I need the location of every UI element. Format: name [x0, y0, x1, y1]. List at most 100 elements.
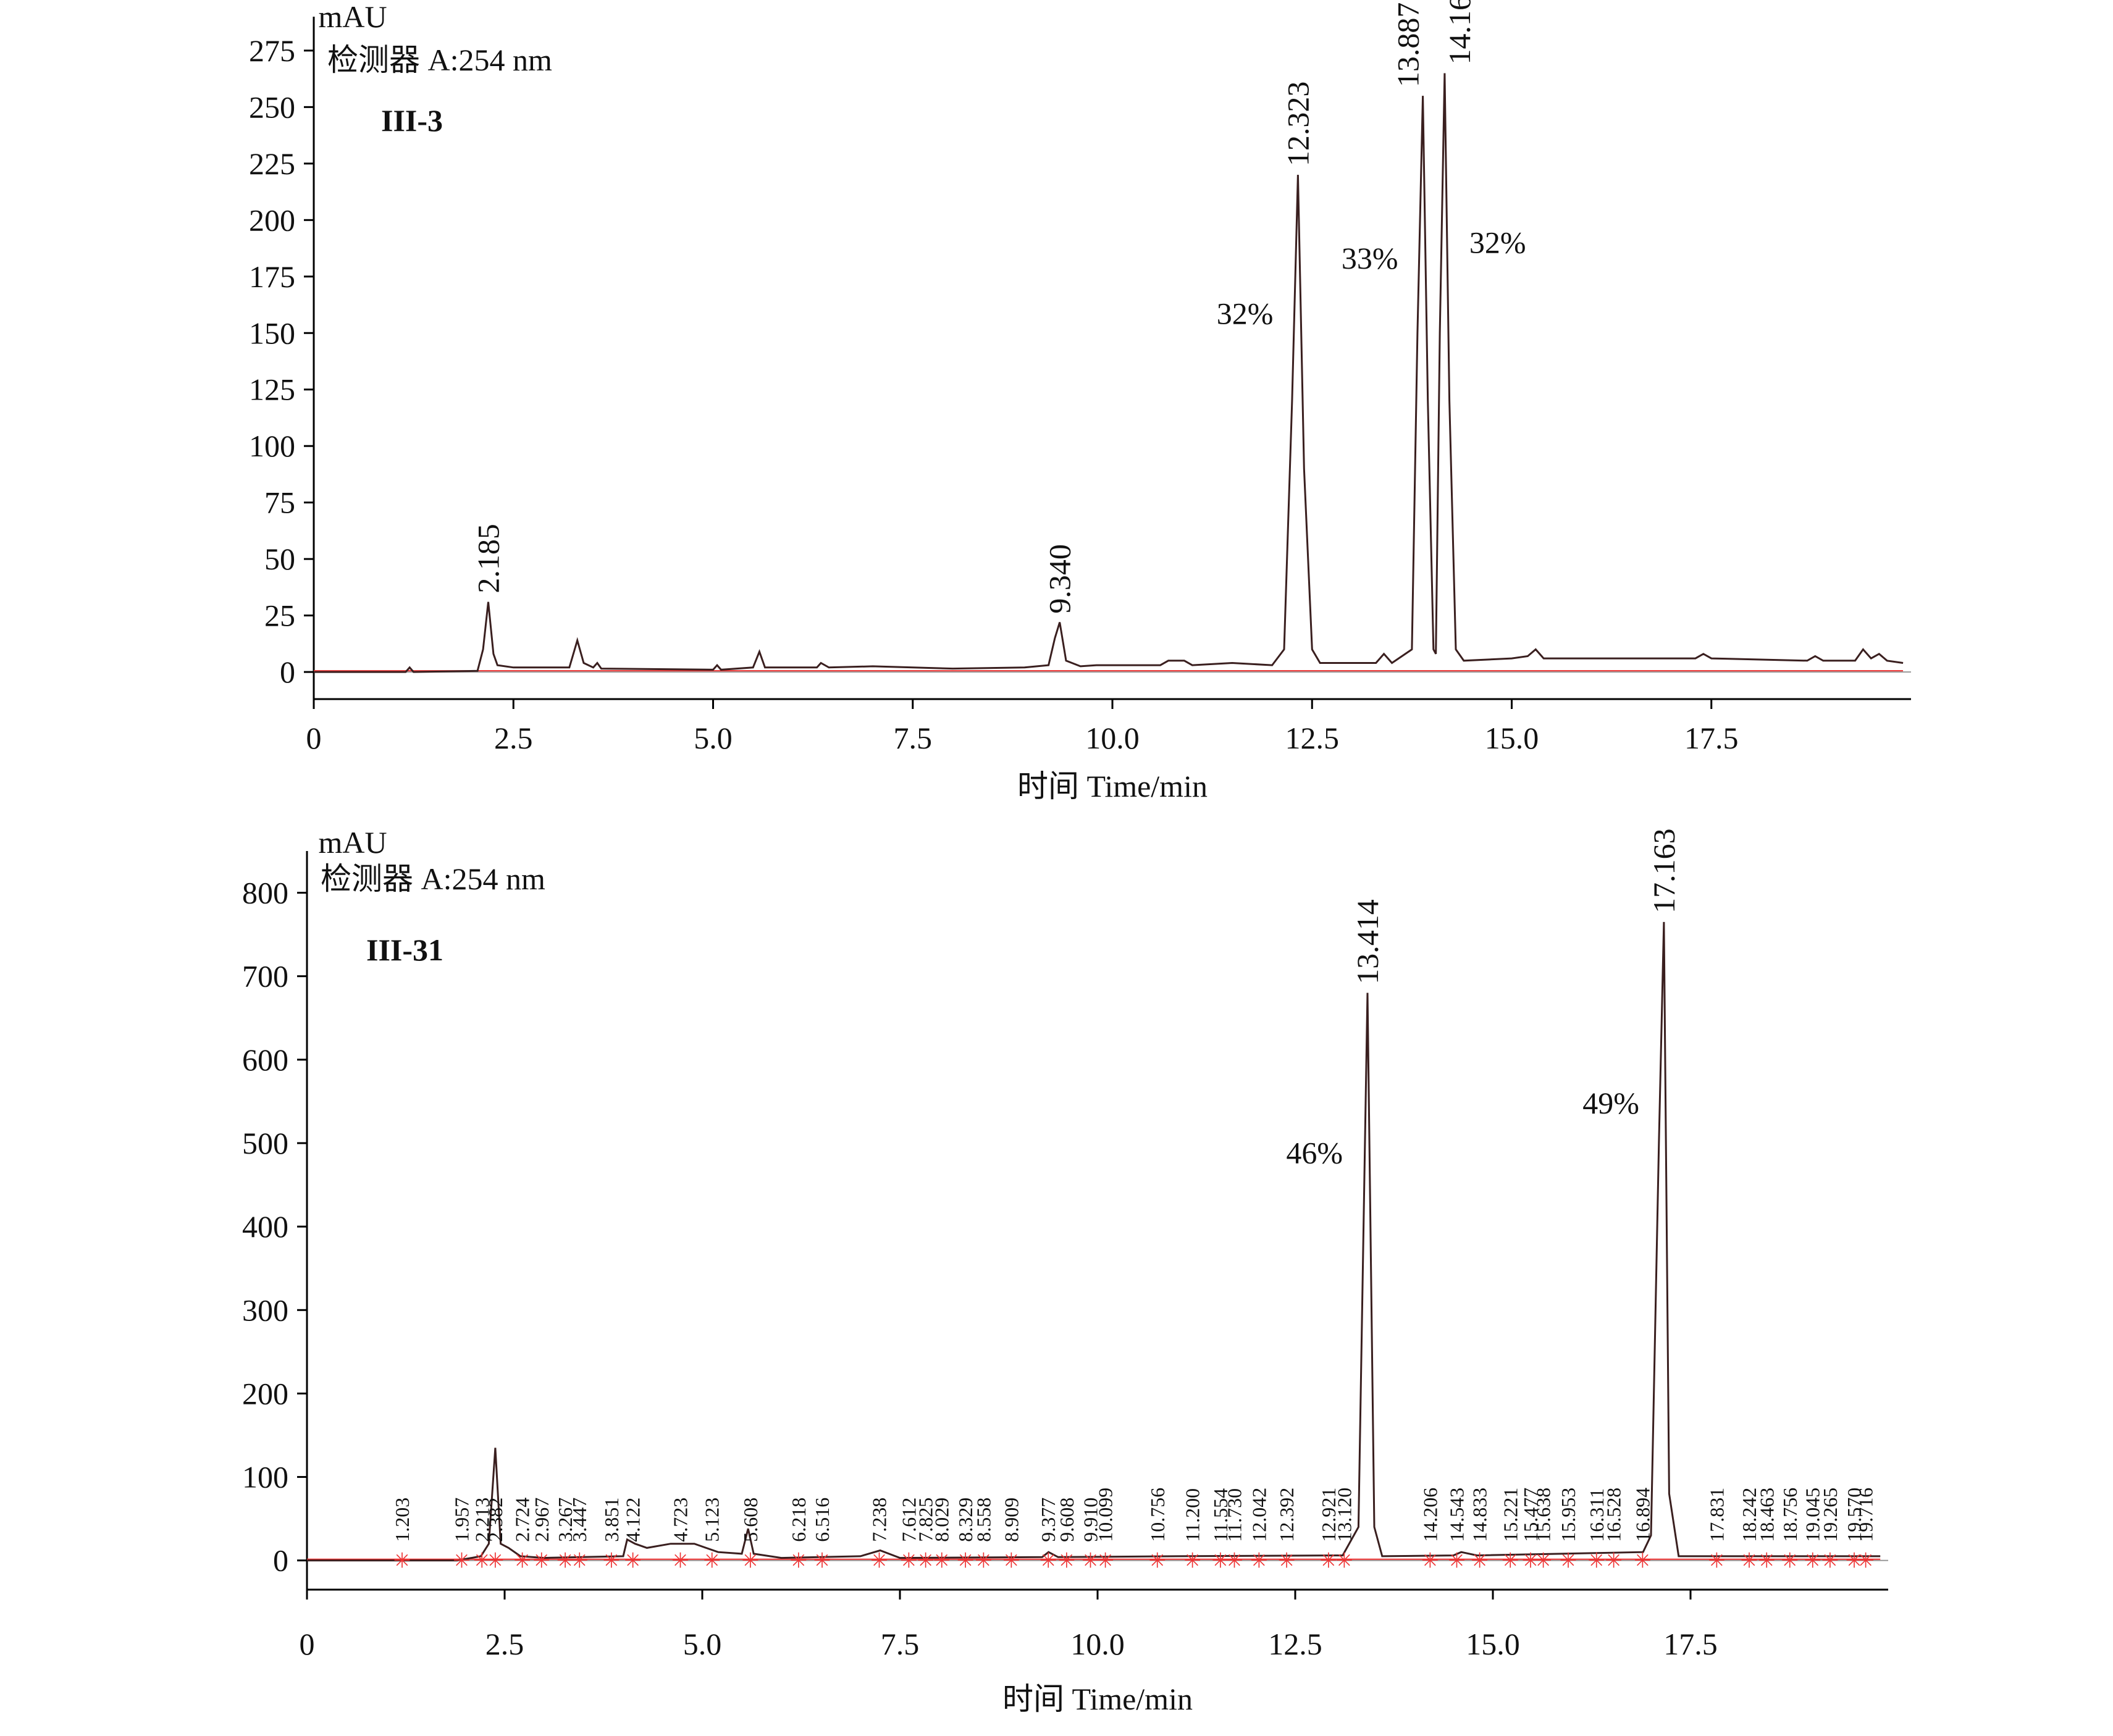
x-tick-label: 5.0	[683, 1627, 722, 1661]
x-tick-label: 7.5	[894, 721, 933, 755]
minor-peak-label: 3.851	[600, 1498, 623, 1542]
y-tick-label: 200	[249, 203, 295, 237]
baseline-marker: ✳	[1212, 1550, 1230, 1573]
baseline-marker: ✳	[1821, 1550, 1839, 1573]
y-tick-label: 275	[249, 33, 295, 68]
baseline-marker: ✳	[917, 1550, 935, 1573]
minor-peak-label: 3.447	[568, 1498, 590, 1542]
minor-peak-label: 19.570	[1843, 1488, 1865, 1542]
baseline-marker: ✳	[1708, 1550, 1726, 1573]
baseline-marker: ✳	[1522, 1550, 1540, 1573]
minor-peak-label: 8.029	[931, 1498, 953, 1542]
minor-peak-label: 9.910	[1079, 1498, 1101, 1542]
minor-peak-label: 8.909	[1000, 1498, 1022, 1542]
baseline-marker: ✳	[571, 1550, 589, 1573]
minor-peak-label: 17.831	[1705, 1488, 1728, 1542]
minor-peak-label: 6.218	[788, 1498, 810, 1542]
minor-peak-label: 19.716	[1855, 1488, 1877, 1542]
baseline-marker: ✳	[473, 1550, 491, 1573]
peak-time-label: 12.323	[1280, 82, 1315, 167]
baseline-marker: ✳	[513, 1550, 531, 1573]
baseline-marker: ✳	[1588, 1550, 1606, 1573]
minor-peak-label: 8.329	[954, 1498, 977, 1542]
baseline-marker: ✳	[1471, 1550, 1489, 1573]
peak-area-label: 33%	[1342, 241, 1398, 275]
baseline-marker: ✳	[1335, 1550, 1353, 1573]
baseline-marker: ✳	[453, 1550, 471, 1573]
y-tick-label: 25	[264, 598, 295, 633]
minor-peak-label: 1.957	[450, 1498, 473, 1542]
x-tick-label: 2.5	[494, 721, 533, 755]
x-tick-label: 2.5	[485, 1627, 524, 1661]
minor-peak-label: 3.267	[554, 1498, 576, 1542]
x-tick-label: 7.5	[881, 1627, 920, 1661]
x-tick-label: 12.5	[1268, 1627, 1322, 1661]
baseline-marker: ✳	[1096, 1550, 1114, 1573]
y-unit: mAU	[318, 0, 387, 34]
baseline-marker: ✳	[671, 1550, 689, 1573]
y-tick-label: 125	[249, 372, 295, 407]
y-tick-label: 400	[242, 1209, 288, 1244]
baseline-marker: ✳	[933, 1550, 951, 1573]
minor-peak-label: 4.723	[670, 1498, 692, 1542]
baseline-marker: ✳	[813, 1550, 831, 1573]
peak-time-label: 13.414	[1350, 899, 1385, 984]
minor-peak-label: 16.894	[1631, 1488, 1653, 1542]
minor-peak-label: 2.967	[531, 1498, 553, 1542]
minor-peak-label: 9.608	[1056, 1498, 1078, 1542]
peak-time-label: 17.163	[1647, 828, 1681, 913]
minor-peak-label: 2.382	[484, 1498, 506, 1542]
baseline-marker: ✳	[1421, 1550, 1439, 1573]
peak-time-label: 9.340	[1043, 544, 1077, 614]
minor-peak-label: 19.265	[1819, 1488, 1841, 1542]
baseline-marker: ✳	[1225, 1550, 1243, 1573]
baseline-marker: ✳	[1804, 1550, 1822, 1573]
minor-peak-label: 7.612	[897, 1498, 920, 1542]
minor-peak-label: 2.213	[471, 1498, 493, 1542]
peak-time-label: 2.185	[471, 524, 506, 593]
minor-peak-label: 7.825	[915, 1498, 937, 1542]
minor-peak-label: 7.238	[868, 1498, 890, 1542]
baseline-marker: ✳	[1183, 1550, 1201, 1573]
peak-area-label: 32%	[1217, 296, 1274, 331]
baseline-marker: ✳	[1082, 1550, 1099, 1573]
baseline-marker: ✳	[1534, 1550, 1552, 1573]
x-tick-label: 17.5	[1684, 721, 1739, 755]
peak-area-label: 49%	[1582, 1086, 1639, 1120]
y-tick-label: 300	[242, 1293, 288, 1327]
baseline-marker: ✳	[557, 1550, 574, 1573]
baseline-marker: ✳	[1002, 1550, 1020, 1573]
y-tick-label: 600	[242, 1042, 288, 1077]
trace	[314, 73, 1904, 673]
baseline-marker: ✳	[624, 1550, 642, 1573]
peak-time-label: 13.887	[1391, 2, 1426, 88]
x-tick-label: 5.0	[694, 721, 733, 755]
minor-peak-label: 12.921	[1317, 1488, 1340, 1542]
baseline-marker: ✳	[1448, 1550, 1466, 1573]
minor-peak-label: 9.377	[1037, 1498, 1059, 1542]
y-tick-label: 500	[242, 1126, 288, 1160]
minor-peak-label: 8.558	[972, 1498, 994, 1542]
y-tick-label: 0	[280, 655, 295, 689]
y-tick-label: 800	[242, 876, 288, 910]
x-tick-label: 15.0	[1485, 721, 1539, 755]
minor-peak-label: 4.122	[622, 1498, 644, 1542]
x-tick-label: 17.5	[1663, 1627, 1718, 1661]
minor-peak-label: 16.311	[1586, 1488, 1608, 1542]
y-tick-label: 200	[242, 1376, 288, 1411]
minor-peak-label: 14.206	[1419, 1488, 1441, 1542]
baseline-marker: ✳	[1846, 1550, 1863, 1573]
minor-peak-label: 10.099	[1094, 1488, 1117, 1542]
minor-peak-label: 12.042	[1248, 1488, 1270, 1542]
trace	[307, 921, 1881, 1562]
minor-peak-label: 13.120	[1333, 1488, 1355, 1542]
baseline-marker: ✳	[1250, 1550, 1268, 1573]
y-tick-label: 150	[249, 316, 295, 350]
y-tick-label: 225	[249, 146, 295, 181]
minor-peak-label: 11.200	[1182, 1488, 1204, 1542]
x-axis-label: 时间 Time/min	[1017, 769, 1208, 803]
minor-peak-label: 14.833	[1469, 1488, 1491, 1542]
minor-peak-label: 15.477	[1519, 1488, 1542, 1542]
baseline-marker: ✳	[1741, 1550, 1758, 1573]
